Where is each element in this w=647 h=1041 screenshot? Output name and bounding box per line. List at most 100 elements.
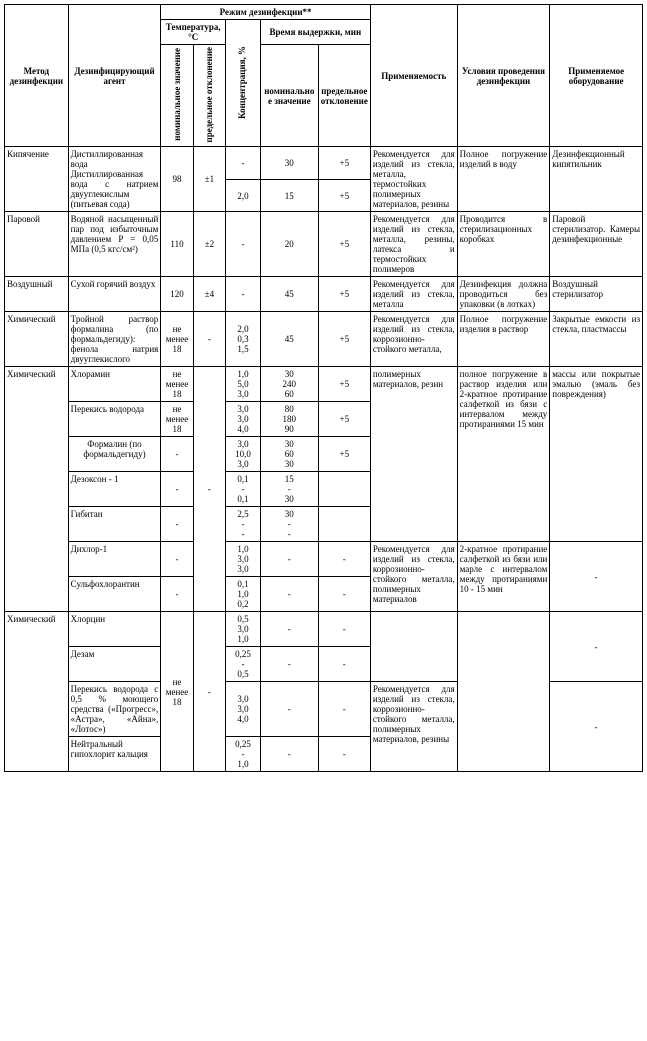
cell: Полное погружение изделия в раствор [457,312,550,367]
cell-agent: Формалин (по формальдегиду) [68,437,161,472]
cell: Закрытые емкости из стекла, пластмассы [550,312,643,367]
cell: - [226,212,261,277]
cell: 1,05,03,0 [226,367,261,402]
cell: +5 [318,212,370,277]
cell: - [161,437,193,472]
header-time-deviation: предельное отклонение [318,45,370,147]
cell: - [550,542,643,612]
cell: - [318,737,370,772]
table-row: Химический Хлорцин не менее 18 - 0,53,01… [5,612,643,647]
cell: - [260,612,318,647]
cell: Полное погружение изделий в воду [457,147,550,212]
cell-method: Химический [5,612,69,772]
cell: 0,11,00,2 [226,577,261,612]
cell: полимерных материалов, резин [370,367,457,542]
cell: Проводится в стерилизационных коробках [457,212,550,277]
cell: +5 [318,147,370,180]
header-equipment: Применяемое оборудование [550,5,643,147]
cell: - [550,612,643,682]
cell: 0,1-0,1 [226,472,261,507]
cell: 110 [161,212,193,277]
cell: +5 [318,437,370,472]
cell: 30 [260,147,318,180]
cell-agent: Дезам [68,647,161,682]
cell [318,472,370,507]
cell: Дезинфекция должна проводиться без упако… [457,277,550,312]
header-regime: Режим дезинфекции** [161,5,371,20]
cell: Рекомендуется для изделий из стекла, мет… [370,147,457,212]
cell: 0,53,01,0 [226,612,261,647]
cell: ±4 [193,277,225,312]
cell: - [226,277,261,312]
table-row: Паровой Водяной насыщенный пар под избыт… [5,212,643,277]
cell-agent: Хлорцин [68,612,161,647]
cell-agent: Хлорамин [68,367,161,402]
cell: ±1 [193,147,225,212]
cell-agent: Тройной раствор формалина (по формальдег… [68,312,161,367]
cell: +5 [318,367,370,402]
cell: 306030 [260,437,318,472]
cell: не менее 18 [161,612,193,772]
cell: - [318,577,370,612]
table-row: Химический Тройной раствор формалина (по… [5,312,643,367]
table-row: Дихлор-1 - 1,03,03,0 - - Рекомендуется д… [5,542,643,577]
cell [318,507,370,542]
cell: 3024060 [260,367,318,402]
cell: - [161,507,193,542]
header-applicability: Применяемость [370,5,457,147]
cell: Воздушный стерилизатор [550,277,643,312]
table-row: Кипячение Дистиллированная вода Дистилли… [5,147,643,180]
cell: не менее 18 [161,367,193,402]
cell: 120 [161,277,193,312]
cell: - [260,542,318,577]
cell: - [193,312,225,367]
cell-agent: Гибитан [68,507,161,542]
cell: 0,25-1,0 [226,737,261,772]
cell-method: Кипячение [5,147,69,212]
cell-agent: Сульфохлорантин [68,577,161,612]
cell: - [550,682,643,772]
disinfection-table: Метод дезинфекции Дезинфицирующий агент … [4,4,643,772]
cell: массы или покрытые эмалью (эмаль без пов… [550,367,643,542]
cell: 2,5-- [226,507,261,542]
cell: полное погружение в раствор изделия или … [457,367,550,542]
cell: 30-- [260,507,318,542]
header-time: Время выдержки, мин [260,20,370,45]
cell: Рекомендуется для изделий из стекла, мет… [370,277,457,312]
cell: 3,03,04,0 [226,402,261,437]
header-temp-nominal: номинальное значение [161,45,193,147]
cell: - [193,367,225,612]
header-concentration: Концентрация, % [226,20,261,147]
cell: +5 [318,179,370,212]
cell: 98 [161,147,193,212]
cell: - [260,737,318,772]
header-temp-deviation: предельное отклонение [193,45,225,147]
cell: 15-30 [260,472,318,507]
cell [457,612,550,772]
cell: Рекомендуется для изделий из стекла, кор… [370,682,457,772]
cell: Рекомендуется для изделий из стекла, кор… [370,312,457,367]
cell: +5 [318,402,370,437]
cell: 3,010,03,0 [226,437,261,472]
table-row: Химический Хлорамин не менее 18 - 1,05,0… [5,367,643,402]
cell: ±2 [193,212,225,277]
cell: - [318,542,370,577]
cell: Дезинфекционный кипятильник [550,147,643,212]
cell: - [260,577,318,612]
cell: не менее 18 [161,402,193,437]
cell: 2,00,31,5 [226,312,261,367]
cell-agent: Водяной насыщенный пар под избыточным да… [68,212,161,277]
cell: 8018090 [260,402,318,437]
cell-agent: Дезоксон - 1 [68,472,161,507]
cell-method: Химический [5,367,69,612]
cell-method: Воздушный [5,277,69,312]
header-agent: Дезинфицирующий агент [68,5,161,147]
cell-agent: Дихлор-1 [68,542,161,577]
cell: Рекомендуется для изделий из стекла, кор… [370,542,457,612]
header-conditions: Условия проведения дезинфекции [457,5,550,147]
cell: +5 [318,312,370,367]
cell: - [161,472,193,507]
cell: - [318,647,370,682]
cell: - [161,577,193,612]
cell: - [161,542,193,577]
